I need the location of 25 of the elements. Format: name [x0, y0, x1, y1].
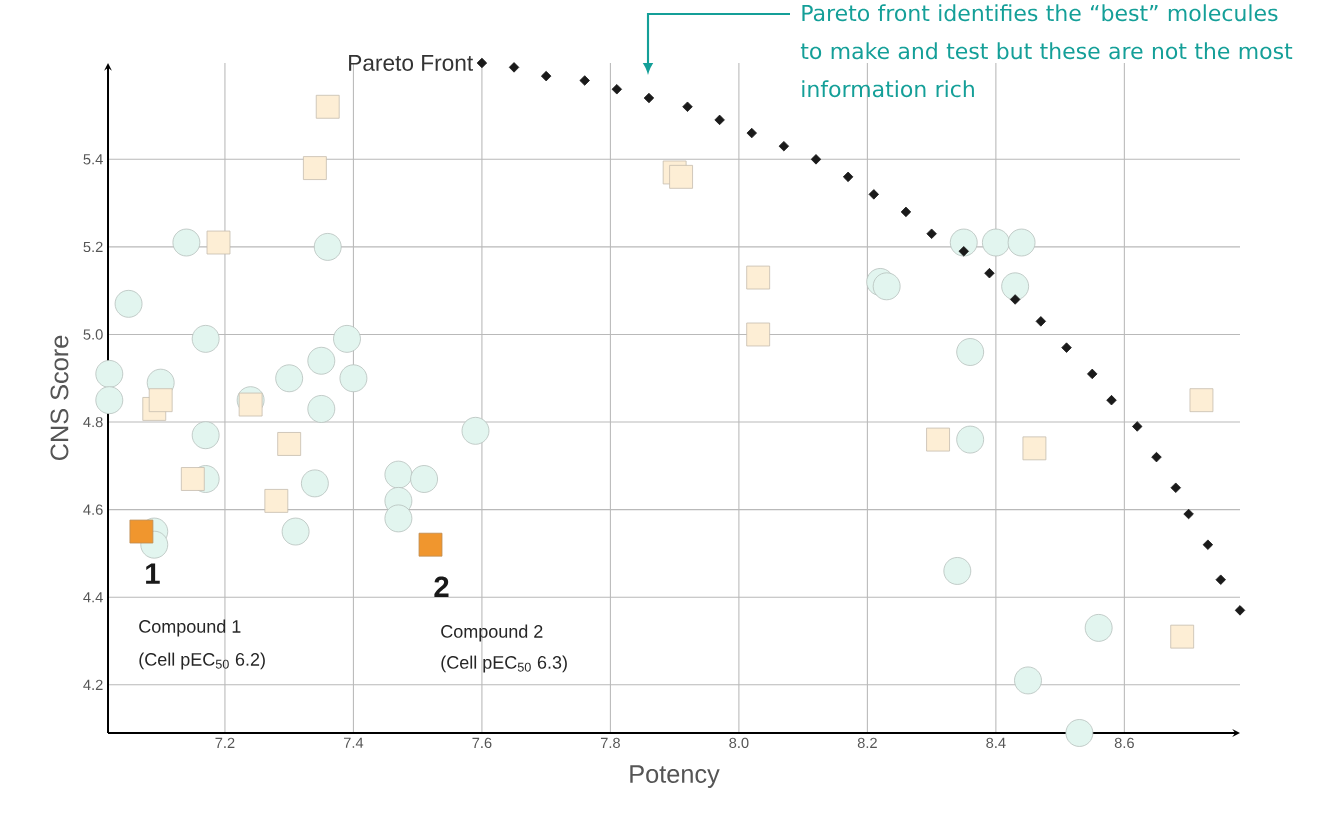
- annotation: Compound 2: [441, 624, 543, 642]
- x-tick-label: 8.0: [729, 737, 749, 749]
- y-tick-label: 5.4: [83, 154, 103, 165]
- annotation: Compound 1: [139, 619, 241, 637]
- y-tick-label: 5.0: [83, 329, 103, 340]
- x-tick-label: 7.2: [215, 737, 235, 748]
- y-tick-label: 5.2: [83, 241, 103, 253]
- y-tick-label: 4.6: [83, 504, 103, 515]
- annotation: (Cell pEC$_{50}$ 6.2): [139, 652, 265, 670]
- y-tick-label: 4.8: [83, 416, 103, 428]
- annotation: (Cell pEC$_{50}$ 6.3): [441, 655, 567, 673]
- annotation: 2: [434, 576, 449, 597]
- x-tick-label: 8.4: [986, 737, 1006, 749]
- y-tick-label: 4.4: [83, 592, 103, 603]
- annotation: Pareto front identifies the “best” molecules to make and test but these are not the most information rich: [800, 4, 1293, 98]
- x-tick-label: 7.8: [600, 737, 620, 749]
- y-tick-label: 4.2: [83, 679, 103, 690]
- x-tick-label: 7.4: [343, 737, 364, 748]
- x-axis-title: Potency: [630, 765, 720, 788]
- x-tick-label: 7.6: [472, 737, 492, 749]
- x-tick-label: 8.6: [1114, 737, 1134, 749]
- y-axis-title: CNS Score: [50, 335, 69, 461]
- series-label: Pareto Front: [349, 55, 473, 71]
- x-tick-label: 8.2: [857, 737, 877, 749]
- annotation: 1: [146, 563, 160, 584]
